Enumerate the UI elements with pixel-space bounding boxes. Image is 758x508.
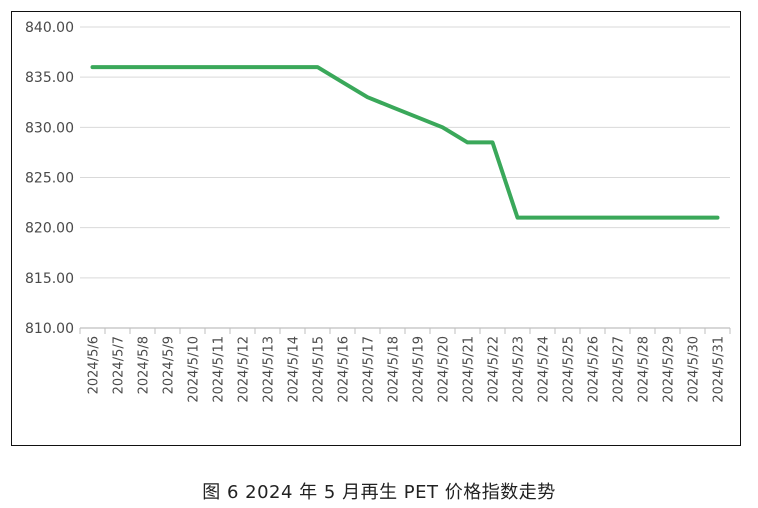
x-tick-label: 2024/5/18	[387, 336, 402, 403]
data-point	[591, 216, 595, 220]
data-point	[391, 105, 395, 109]
data-point	[91, 65, 95, 69]
data-point	[491, 140, 495, 144]
x-tick-label: 2024/5/9	[162, 336, 177, 394]
x-tick-label: 2024/5/12	[237, 336, 252, 403]
data-point	[541, 216, 545, 220]
x-tick-label: 2024/5/6	[87, 336, 102, 394]
y-tick-label: 835.00	[25, 70, 74, 86]
data-point	[716, 216, 720, 220]
data-point	[216, 65, 220, 69]
x-tick-label: 2024/5/20	[437, 336, 452, 403]
x-tick-label: 2024/5/15	[312, 336, 327, 403]
data-point	[191, 65, 195, 69]
line-chart: 840.00 835.00 830.00 825.00 820.00 815.00 810.…	[25, 20, 731, 403]
data-point	[691, 216, 695, 220]
y-tick-label: 840.00	[25, 20, 74, 36]
x-tick-label: 2024/5/27	[612, 336, 627, 403]
data-point	[316, 65, 320, 69]
x-tick-label: 2024/5/23	[512, 336, 527, 403]
x-tick-label: 2024/5/17	[362, 336, 377, 403]
x-tick-label: 2024/5/25	[562, 336, 577, 403]
chart-frame: 840.00 835.00 830.00 825.00 820.00 815.00 810.…	[11, 11, 741, 446]
grid-lines	[80, 26, 730, 279]
x-tick-label: 2024/5/22	[487, 336, 502, 403]
x-tick-label: 2024/5/10	[187, 336, 202, 403]
data-point	[166, 65, 170, 69]
data-point	[466, 140, 470, 144]
x-tick-label: 2024/5/30	[687, 336, 702, 403]
x-tick-label: 2024/5/14	[287, 336, 302, 403]
data-point	[641, 216, 645, 220]
x-tick-label: 2024/5/24	[537, 336, 552, 403]
data-point	[516, 216, 520, 220]
data-point	[366, 95, 370, 99]
data-point	[566, 216, 570, 220]
data-point	[341, 80, 345, 84]
x-tick-label: 2024/5/26	[587, 336, 602, 403]
data-point	[291, 65, 295, 69]
x-tick-label: 2024/5/21	[462, 336, 477, 403]
x-tick-label: 2024/5/31	[712, 336, 727, 403]
figure-caption: 图 6 2024 年 5 月再生 PET 价格指数走势	[202, 482, 556, 503]
x-tick-label: 2024/5/13	[262, 336, 277, 403]
y-tick-label: 820.00	[25, 221, 74, 237]
x-tick-label: 2024/5/28	[637, 336, 652, 403]
x-tick-label: 2024/5/16	[337, 336, 352, 403]
y-tick-label: 830.00	[25, 120, 74, 136]
series-line	[90, 65, 720, 220]
x-tick-label: 2024/5/19	[412, 336, 427, 403]
x-axis-ticks: 2024/5/6 2024/5/7 2024/5/8 2024/5/9 2024/5/1…	[87, 336, 727, 403]
series-layer	[90, 65, 720, 220]
y-axis-ticks: 840.00 835.00 830.00 825.00 820.00 815.00 810.…	[25, 20, 74, 337]
data-point	[441, 125, 445, 129]
x-tick-label: 2024/5/29	[662, 336, 677, 403]
data-point	[616, 216, 620, 220]
y-tick-label: 810.00	[25, 321, 74, 337]
x-axis	[79, 327, 731, 334]
data-point	[116, 65, 120, 69]
data-point	[241, 65, 245, 69]
y-tick-label: 815.00	[25, 271, 74, 287]
data-point	[416, 115, 420, 119]
x-tick-label: 2024/5/11	[212, 336, 227, 403]
data-point	[141, 65, 145, 69]
x-tick-label: 2024/5/7	[112, 336, 127, 394]
y-tick-label: 825.00	[25, 171, 74, 187]
x-tick-label: 2024/5/8	[137, 336, 152, 394]
data-point	[666, 216, 670, 220]
data-point	[266, 65, 270, 69]
